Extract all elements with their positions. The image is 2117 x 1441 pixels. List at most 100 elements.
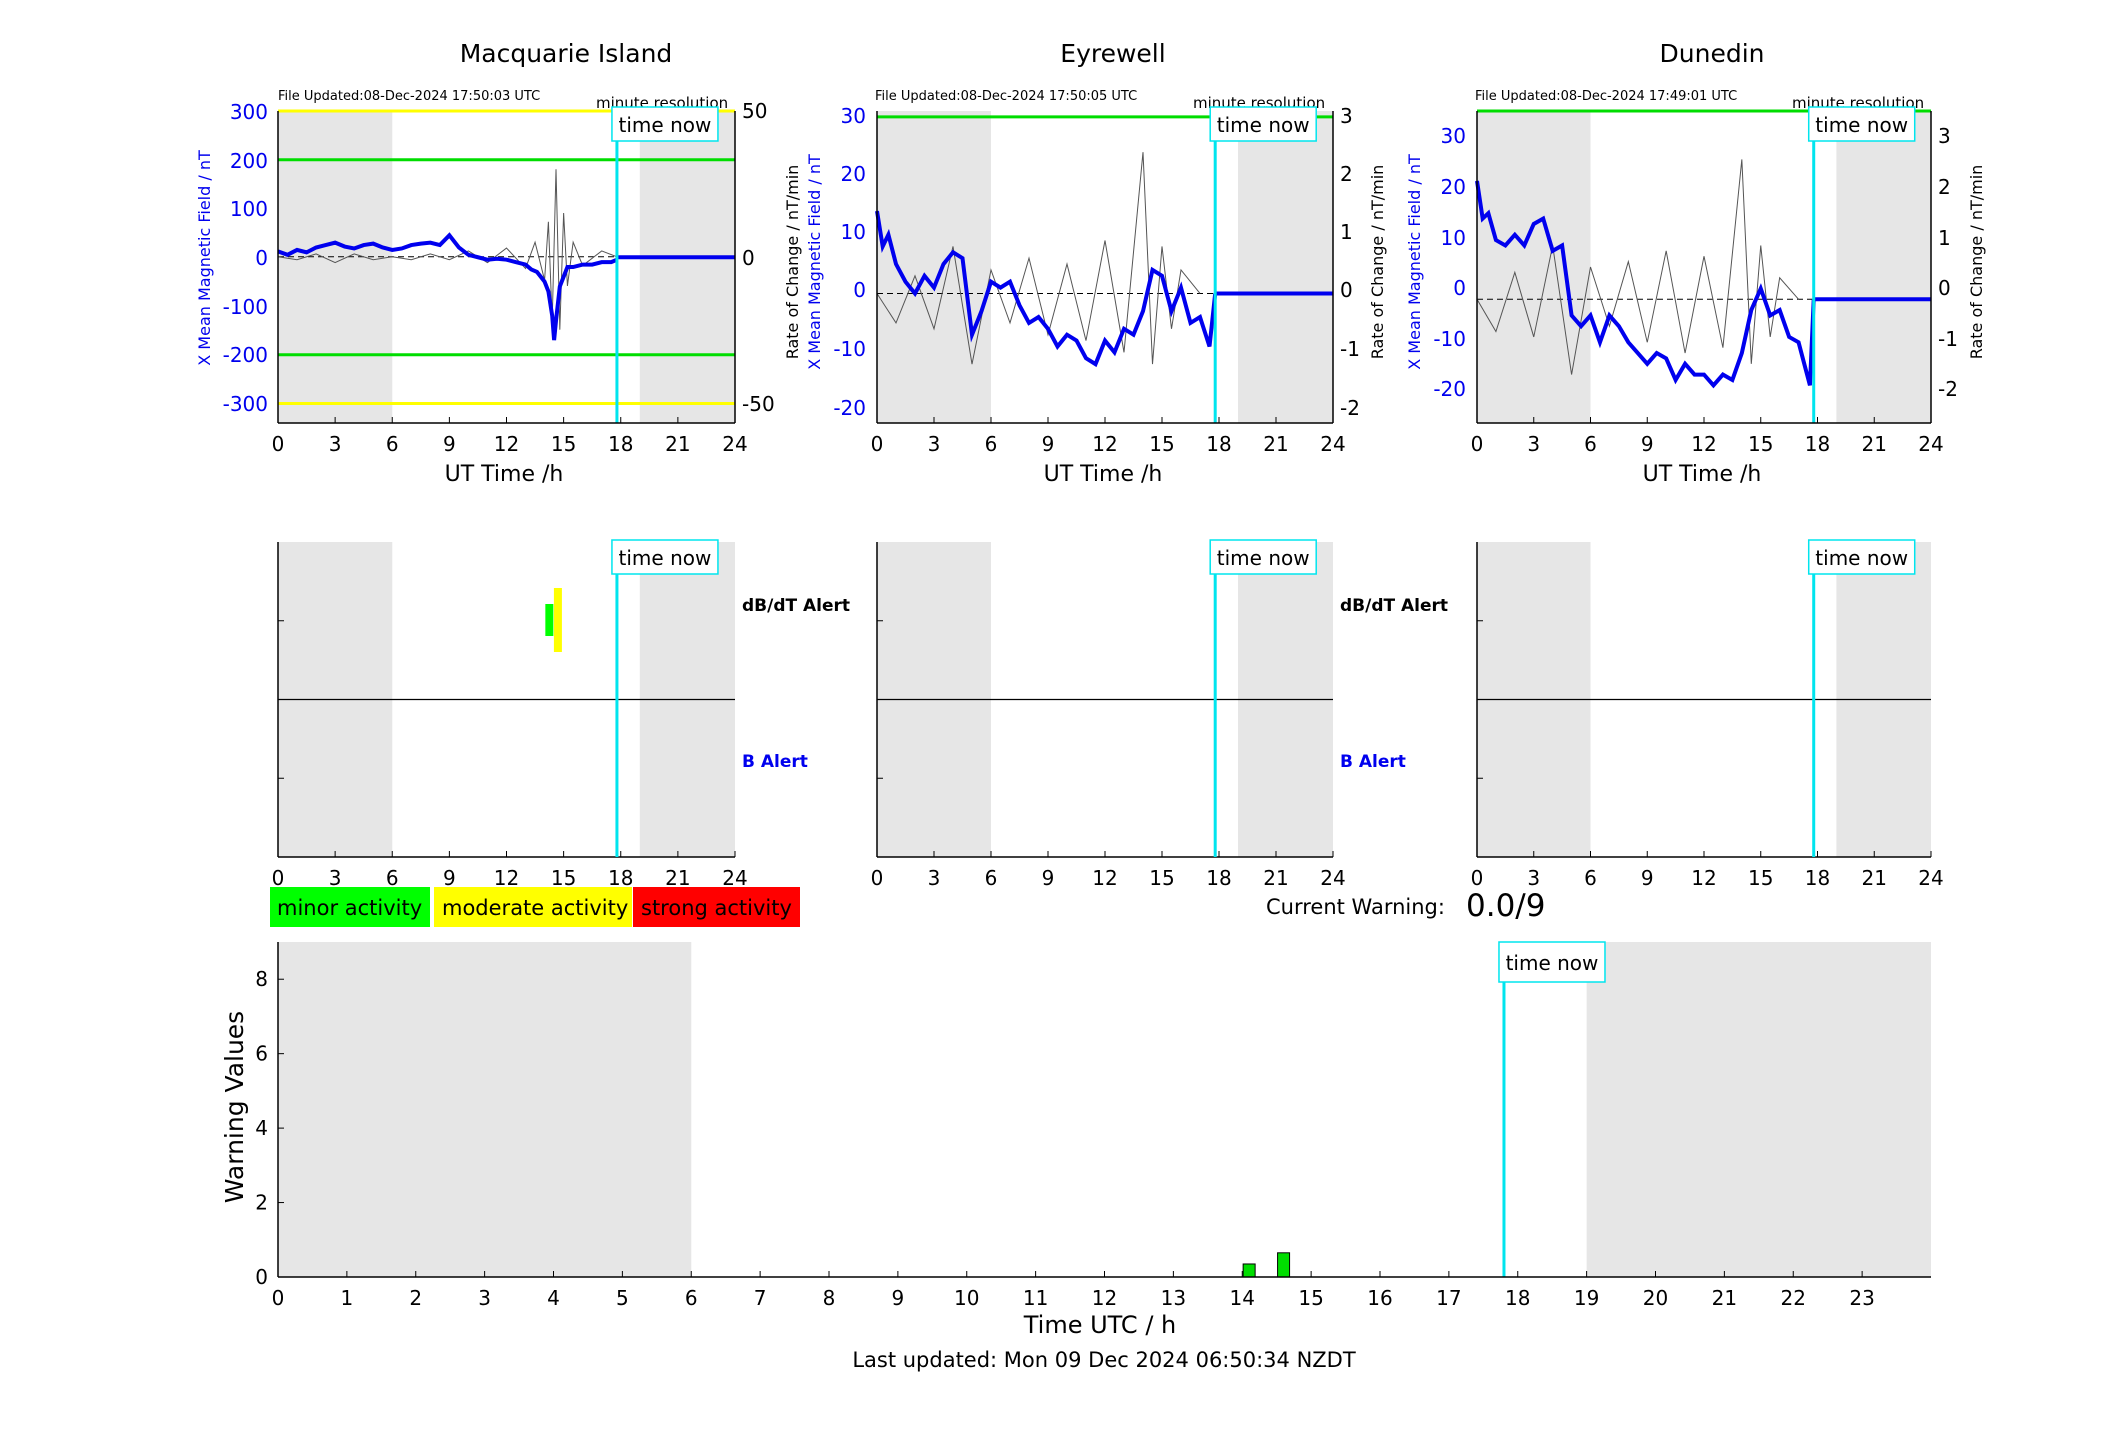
y-left-axis-label: X Mean Magnetic Field / nT xyxy=(1405,154,1424,370)
y-right-ticks: 3 2 1 0 -1 -2 xyxy=(1938,124,1958,401)
x-tick-label: 15 xyxy=(1149,432,1174,456)
x-field-line xyxy=(1475,180,1816,389)
y-left-tick-label: -300 xyxy=(223,392,268,416)
alert-panels: time now 0 3 6 9 12 15 18 21 24 time now 0 3 6 9 12 15 18… xyxy=(272,539,1944,890)
night-band xyxy=(1836,111,1931,423)
x-tick-label: 4 xyxy=(547,1286,560,1310)
x-axis-label: UT Time /h xyxy=(1643,462,1762,487)
night-band xyxy=(1238,111,1333,423)
dbdt-alert-label: dB/dT Alert xyxy=(742,596,850,616)
x-tick-label: 20 xyxy=(1643,1286,1668,1310)
rate-of-change-line xyxy=(876,152,1201,365)
x-tick-label: 21 xyxy=(1263,866,1288,890)
warning-y-axis-label: Warning Values xyxy=(220,1011,249,1203)
x-tick-label: 15 xyxy=(551,432,576,456)
y-tick-label: 2 xyxy=(255,1191,268,1215)
x-tick-label: 6 xyxy=(685,1286,698,1310)
x-tick-label: 15 xyxy=(1149,866,1174,890)
x-tick-label: 12 xyxy=(1691,866,1716,890)
station-title: Dunedin xyxy=(1660,39,1765,68)
y-left-axis-label: X Mean Magnetic Field / nT xyxy=(195,150,214,366)
legend-label-minor: minor activity xyxy=(277,896,422,920)
time-now-box xyxy=(1209,106,1317,142)
y-right-tick-label: 3 xyxy=(1938,124,1951,148)
y-right-tick-label: 3 xyxy=(1340,104,1353,128)
x-field-line xyxy=(875,210,1218,368)
y-left-axis-label: X Mean Magnetic Field / nT xyxy=(805,154,824,370)
x-tick-label: 24 xyxy=(1320,432,1345,456)
y-tick-label: 0 xyxy=(255,1265,268,1289)
x-tick-label: 9 xyxy=(1641,866,1654,890)
x-tick-label: 12 xyxy=(1691,432,1716,456)
x-tick-label: 9 xyxy=(443,432,456,456)
time-now-box xyxy=(1209,539,1317,575)
x-tick-label: 3 xyxy=(1527,432,1540,456)
x-tick-label: 3 xyxy=(928,432,941,456)
y-right-axis-label: Rate of Change / nT/min xyxy=(1967,165,1986,360)
x-tick-label: 19 xyxy=(1574,1286,1599,1310)
y-left-tick-label: 20 xyxy=(1441,175,1466,199)
x-tick-label: 6 xyxy=(386,432,399,456)
legend-label-moderate: moderate activity xyxy=(442,896,628,920)
y-left-tick-label: -100 xyxy=(223,295,268,319)
y-right-tick-label: -1 xyxy=(1340,337,1360,361)
x-tick-label: 13 xyxy=(1161,1286,1186,1310)
file-updated-text: File Updated:08-Dec-2024 17:49:01 UTC xyxy=(1475,89,1737,104)
x-field-line xyxy=(277,232,618,341)
x-tick-label: 6 xyxy=(985,866,998,890)
y-left-tick-label: 10 xyxy=(841,220,866,244)
x-tick-label: 15 xyxy=(551,866,576,890)
night-band xyxy=(278,942,692,1277)
x-tick-label: 6 xyxy=(985,432,998,456)
current-warning-value: 0.0/9 xyxy=(1466,888,1545,924)
x-tick-label: 15 xyxy=(1298,1286,1323,1310)
last-updated-text: Last updated: Mon 09 Dec 2024 06:50:34 N… xyxy=(852,1348,1356,1372)
x-tick-label: 2 xyxy=(409,1286,422,1310)
x-tick-label: 15 xyxy=(1748,866,1773,890)
y-left-tick-label: -10 xyxy=(1433,327,1466,351)
x-tick-label: 12 xyxy=(1092,1286,1117,1310)
legend-swatch-minor xyxy=(270,887,430,927)
x-tick-label: 6 xyxy=(1584,866,1597,890)
x-tick-label: 0 xyxy=(871,432,884,456)
x-axis-label: UT Time /h xyxy=(445,462,564,487)
x-tick-label: 12 xyxy=(494,432,519,456)
legend-swatch-moderate xyxy=(434,887,632,927)
y-right-tick-label: 50 xyxy=(742,99,767,123)
b-alert-label: B Alert xyxy=(1340,752,1406,772)
x-tick-label: 21 xyxy=(1712,1286,1737,1310)
x-tick-label: 1 xyxy=(341,1286,354,1310)
station-plot: time now 0 3 6 9 12 15 18 21 24 xyxy=(871,106,1346,456)
x-tick-label: 12 xyxy=(1092,866,1117,890)
y-right-tick-label: 0 xyxy=(742,246,755,270)
x-tick-label: 18 xyxy=(608,866,633,890)
x-tick-label: 9 xyxy=(443,866,456,890)
time-now-label: time now xyxy=(619,546,712,570)
y-tick-label: 8 xyxy=(255,967,268,991)
y-left-tick-label: 20 xyxy=(841,162,866,186)
current-warning-label: Current Warning: xyxy=(1266,895,1445,919)
time-now-label: time now xyxy=(1815,546,1908,570)
y-left-tick-label: -10 xyxy=(833,337,866,361)
x-tick-label: 3 xyxy=(478,1286,491,1310)
x-tick-label: 0 xyxy=(272,866,285,890)
y-right-ticks: 50 0 -50 xyxy=(742,99,775,416)
y-right-tick-label: 0 xyxy=(1340,278,1353,302)
time-now-label: time now xyxy=(619,113,712,137)
alert-panel: time now 0 3 6 9 12 15 18 21 24 xyxy=(1471,539,1944,890)
x-tick-label: 0 xyxy=(272,1286,285,1310)
y-left-tick-label: 300 xyxy=(230,100,268,124)
y-left-ticks: 30 20 10 0 -10 -20 xyxy=(1433,124,1466,401)
x-tick-label: 9 xyxy=(1641,432,1654,456)
legend-swatch-strong xyxy=(633,887,800,927)
y-right-tick-label: 2 xyxy=(1938,175,1951,199)
x-tick-label: 0 xyxy=(1471,866,1484,890)
station-panel-macquarie: Macquarie Island File Updated:08-Dec-202… xyxy=(195,39,775,487)
x-tick-label: 21 xyxy=(1862,866,1887,890)
y-left-tick-label: -200 xyxy=(223,343,268,367)
activity-legend: minor activity moderate activity strong … xyxy=(270,887,800,927)
x-tick-label: 24 xyxy=(1918,432,1943,456)
